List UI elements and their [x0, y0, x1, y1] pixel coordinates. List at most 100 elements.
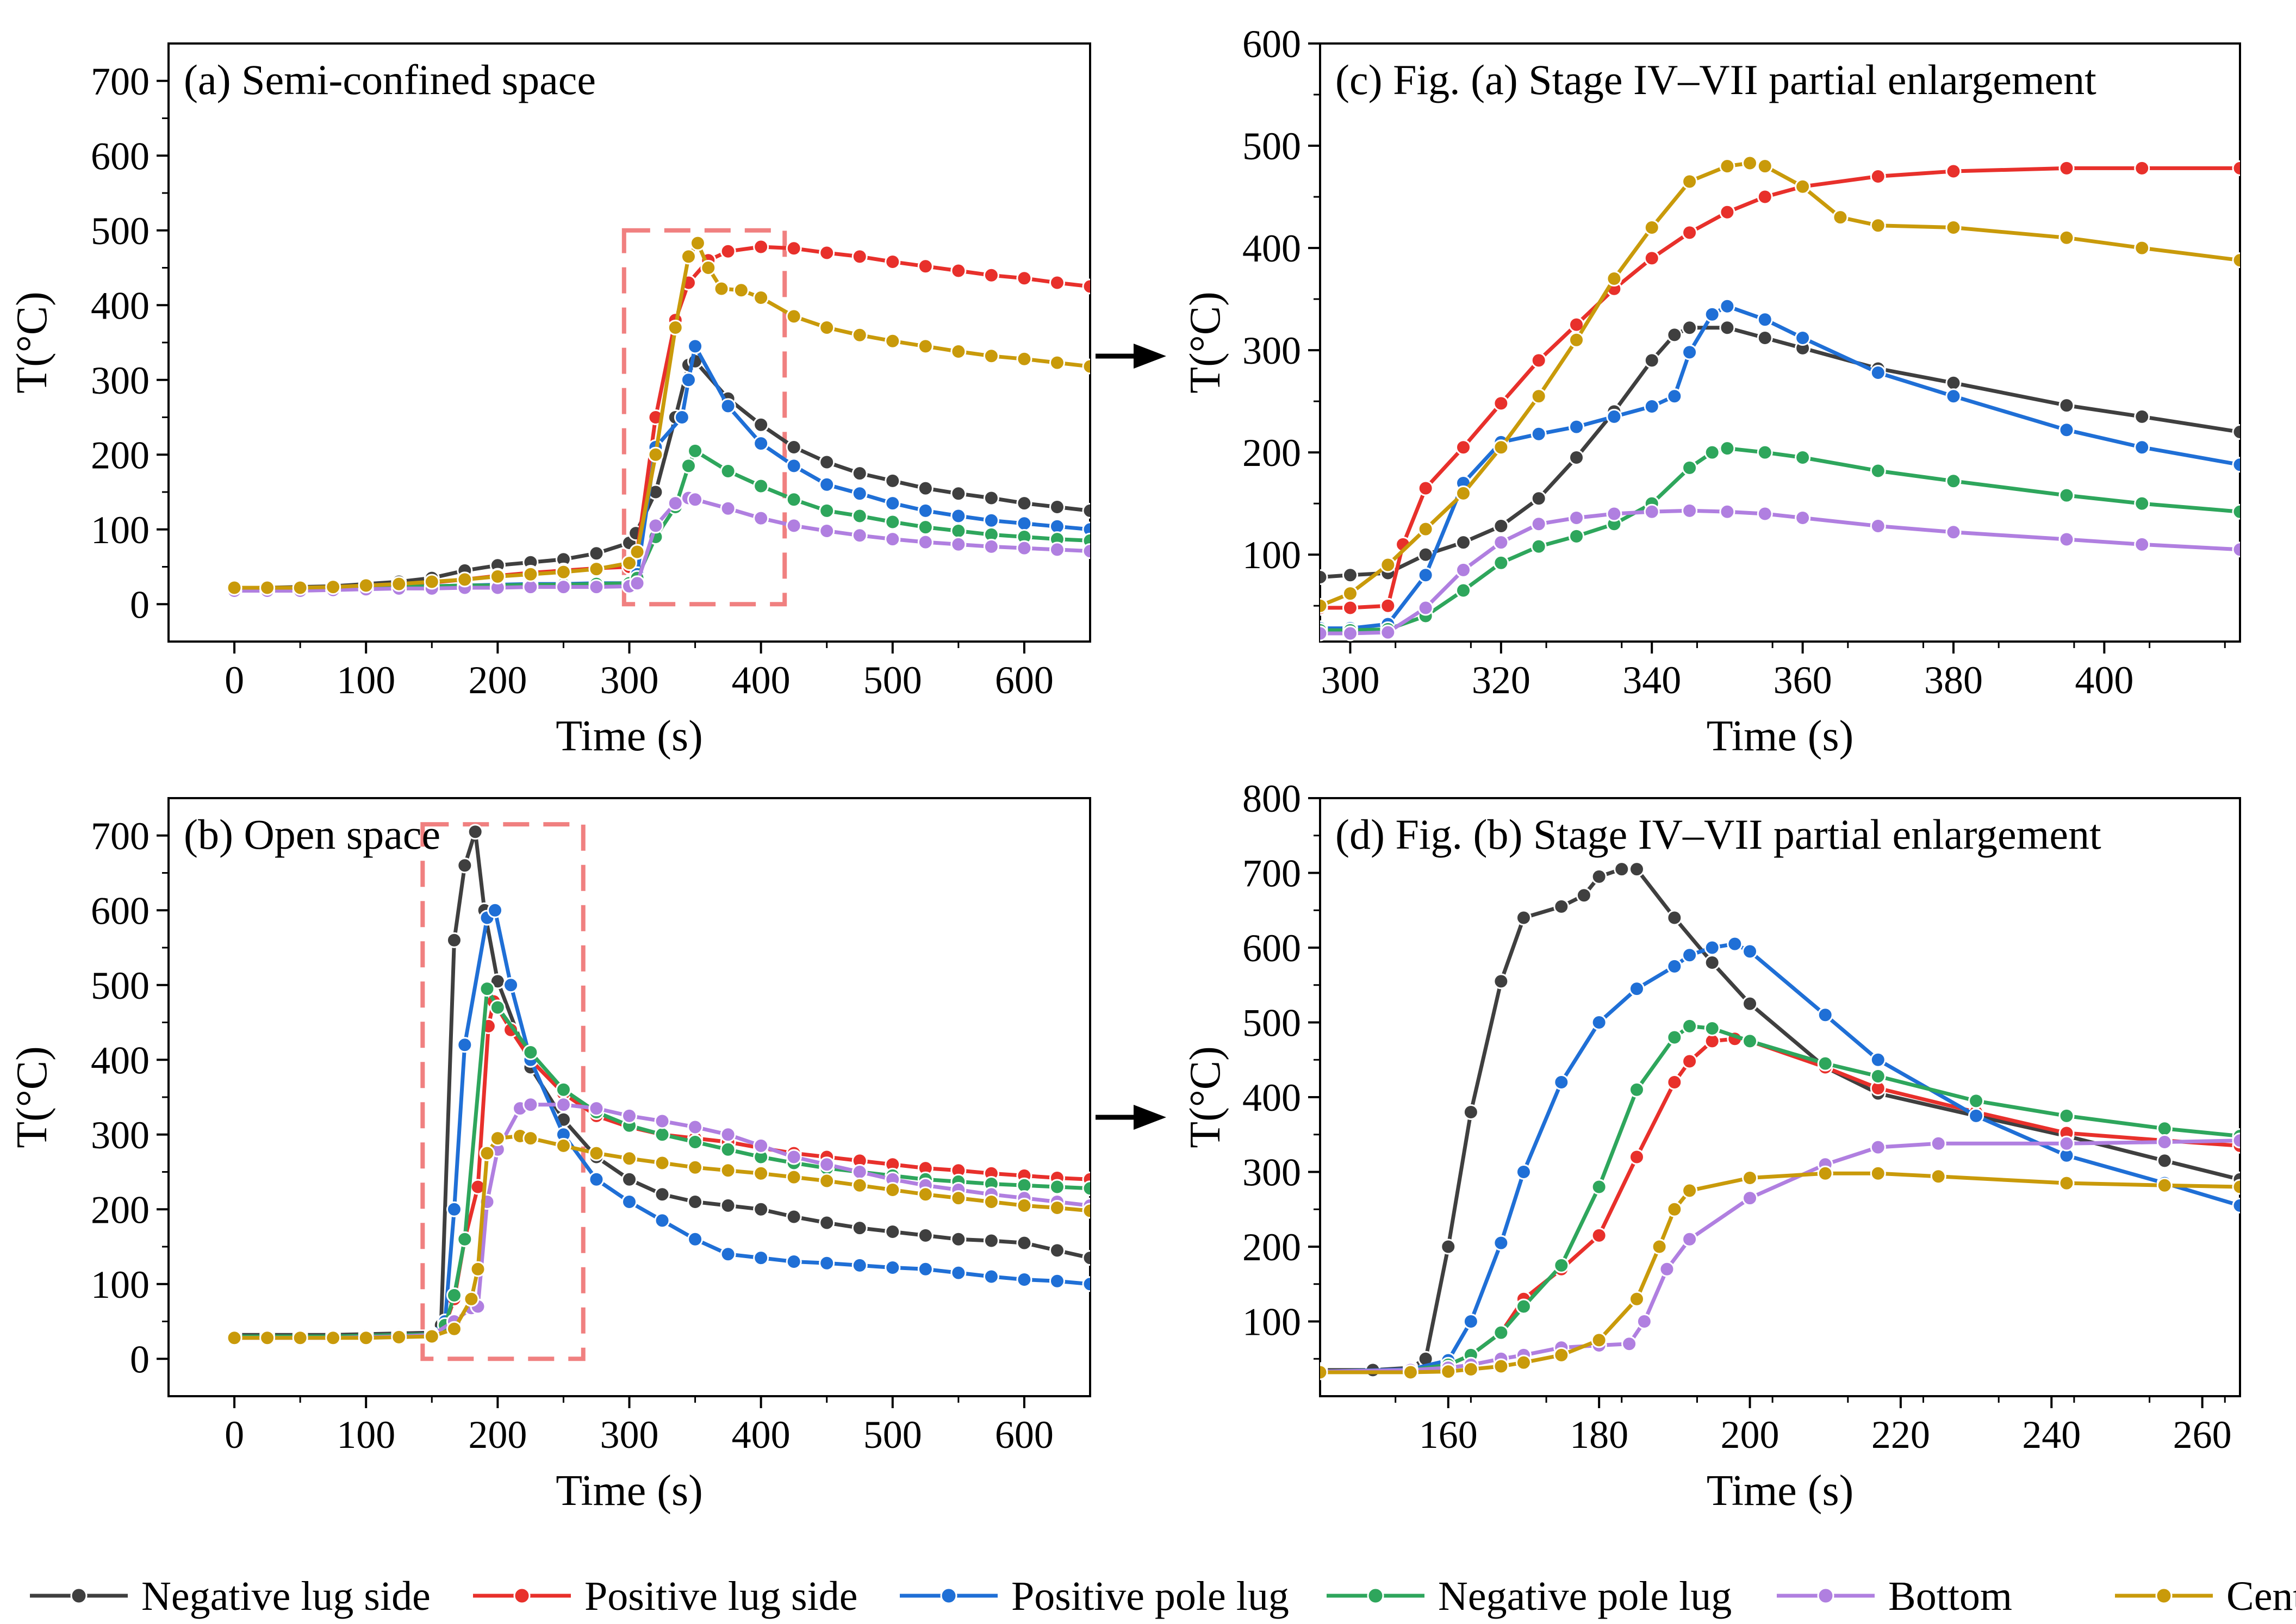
data-point-center — [259, 580, 276, 596]
data-point-negative-lug-side — [1553, 898, 1570, 914]
data-point-negative-pole-lug — [1704, 444, 1720, 461]
data-point-positive-pole-lug — [1870, 364, 1886, 381]
data-point-positive-pole-lug — [1082, 1276, 1090, 1292]
legend-label: Positive lug side — [584, 1573, 857, 1619]
data-point-positive-pole-lug — [1591, 1015, 1607, 1030]
data-point-center — [1049, 1200, 1065, 1216]
x-tick-label: 260 — [2173, 1413, 2232, 1457]
data-point-negative-lug-side — [588, 545, 605, 562]
data-point-center — [917, 1186, 934, 1203]
data-point-center — [1402, 1364, 1418, 1380]
data-point-bottom — [753, 510, 769, 526]
legend-item-negative-pole-lug: Negative pole lug — [1327, 1573, 1732, 1619]
x-tick-label: 340 — [1622, 658, 1681, 702]
data-point-negative-lug-side — [917, 1227, 934, 1243]
data-point-positive-lug-side — [1082, 278, 1090, 295]
data-point-center — [1016, 351, 1032, 367]
data-point-center — [259, 1330, 276, 1346]
data-point-negative-lug-side — [753, 416, 769, 433]
y-tick-label: 700 — [1242, 852, 1301, 895]
data-point-positive-lug-side — [1049, 275, 1065, 291]
data-point-negative-lug-side — [983, 490, 999, 506]
x-tick-label: 600 — [995, 1413, 1054, 1457]
data-point-bottom — [819, 1156, 835, 1173]
data-point-bottom — [1870, 518, 1886, 534]
data-point-negative-lug-side — [1082, 1250, 1090, 1266]
data-point-bottom — [917, 534, 934, 550]
y-tick-label: 200 — [91, 1188, 150, 1231]
data-point-center — [358, 577, 374, 594]
data-point-center — [588, 1145, 605, 1161]
data-point-positive-pole-lug — [1704, 939, 1720, 956]
data-point-negative-lug-side — [457, 857, 473, 874]
data-point-negative-lug-side — [1493, 518, 1509, 534]
data-point-negative-pole-lug — [1515, 1298, 1532, 1315]
data-point-bottom — [555, 579, 571, 595]
data-point-positive-pole-lug — [1049, 1273, 1065, 1289]
data-point-center — [733, 282, 749, 298]
y-tick-label: 100 — [1242, 533, 1301, 577]
data-point-negative-lug-side — [1614, 861, 1630, 878]
data-point-center — [1417, 521, 1434, 537]
data-point-negative-pole-lug — [2058, 487, 2075, 503]
x-tick-label: 300 — [1321, 658, 1379, 702]
data-point-negative-lug-side — [885, 472, 901, 489]
data-point-positive-pole-lug — [2134, 439, 2150, 456]
data-point-center — [292, 1330, 308, 1346]
arrow-a-to-c — [1096, 344, 1166, 369]
data-point-negative-pole-lug — [1719, 440, 1735, 457]
data-point-positive-pole-lug — [1795, 330, 1811, 346]
data-point-positive-lug-side — [2134, 160, 2150, 176]
data-point-negative-pole-lug — [917, 519, 934, 536]
data-point-negative-lug-side — [1666, 910, 1683, 926]
data-point-negative-pole-lug — [720, 463, 736, 479]
data-point-positive-lug-side — [1719, 204, 1735, 220]
y-tick-label: 400 — [91, 284, 150, 327]
panel-b: 0 100 200 300 400 500 600 0 100 200 300 400 500 600 70… — [8, 797, 1091, 1515]
y-axis-title: T(°C) — [8, 291, 56, 394]
data-point-negative-pole-lug — [819, 502, 835, 519]
legend-label: Bottom — [1888, 1573, 2012, 1619]
data-point-center — [950, 1190, 967, 1206]
data-point-positive-lug-side — [917, 258, 934, 275]
data-point-negative-pole-lug — [1455, 582, 1472, 599]
data-point-center — [489, 1130, 506, 1147]
data-point-center — [2058, 1175, 2075, 1191]
data-point-negative-lug-side — [1082, 502, 1090, 519]
y-tick-label: 600 — [1242, 22, 1301, 66]
series-positive-lug-side — [1320, 160, 2240, 616]
data-point-center — [1016, 1197, 1032, 1214]
data-point-positive-lug-side — [1591, 1227, 1607, 1243]
y-tick-label: 200 — [1242, 1225, 1301, 1269]
x-tick-label: 500 — [863, 658, 922, 702]
y-tick-label: 100 — [91, 508, 150, 552]
x-tick-label: 300 — [600, 1413, 659, 1457]
data-point-positive-pole-lug — [687, 1231, 704, 1247]
data-point-positive-lug-side — [1682, 1053, 1698, 1069]
data-point-positive-pole-lug — [503, 977, 519, 993]
highlight-box — [420, 822, 586, 1361]
data-point-positive-lug-side — [950, 263, 967, 279]
data-point-center — [885, 333, 901, 349]
series-line-positive-lug-side — [1320, 1037, 2240, 1374]
data-point-center — [2232, 1179, 2240, 1195]
data-point-positive-pole-lug — [2232, 1197, 2240, 1214]
data-point-center — [1049, 354, 1065, 371]
x-tick-label: 200 — [468, 1413, 527, 1457]
x-tick-label: 160 — [1419, 1413, 1478, 1457]
data-point-bottom — [2134, 536, 2150, 552]
plot-area — [226, 228, 1090, 607]
data-point-negative-pole-lug — [1795, 450, 1811, 466]
data-point-negative-lug-side — [819, 1215, 835, 1231]
data-point-negative-pole-lug — [446, 1287, 462, 1303]
data-point-positive-lug-side — [1569, 316, 1585, 333]
data-point-center — [1757, 158, 1773, 175]
data-point-positive-lug-side — [1870, 168, 1886, 184]
data-point-positive-pole-lug — [753, 435, 769, 452]
data-point-positive-pole-lug — [1945, 388, 1962, 405]
data-point-bottom — [1742, 1190, 1758, 1206]
data-point-negative-pole-lug — [1945, 473, 1962, 489]
x-tick-label: 220 — [1871, 1413, 1930, 1457]
data-point-negative-lug-side — [983, 1233, 999, 1249]
data-point-negative-pole-lug — [1553, 1257, 1570, 1273]
